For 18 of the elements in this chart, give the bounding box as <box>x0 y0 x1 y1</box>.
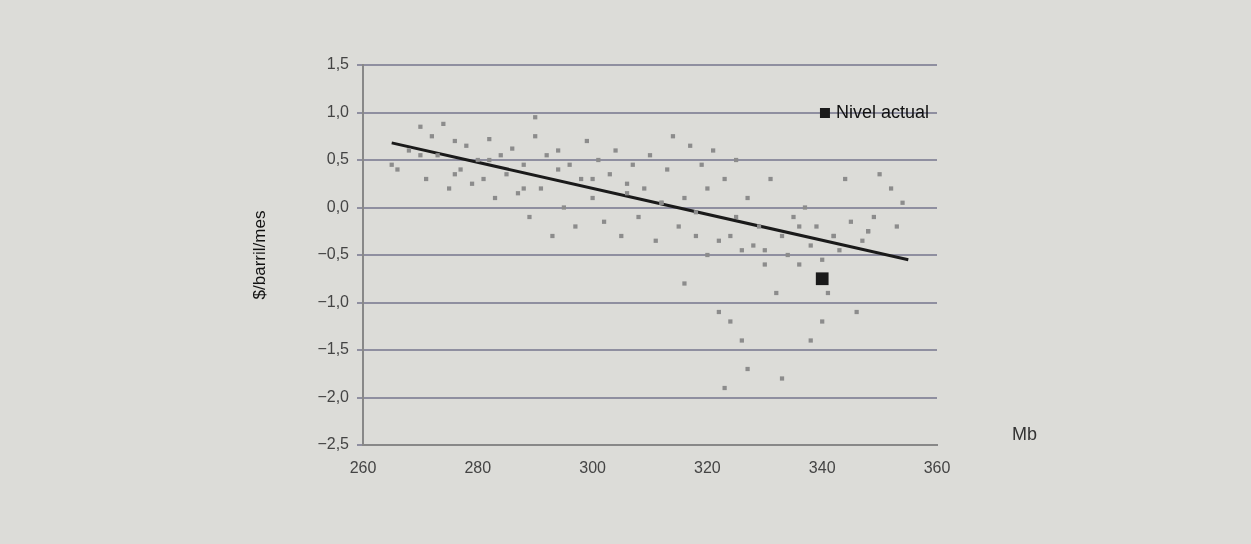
y-tick-label: 0,5 <box>326 150 350 168</box>
y-tick-label: −2,0 <box>317 387 350 405</box>
y-tick-label: −2,5 <box>317 435 350 453</box>
y-axis-title: $/barril/mes <box>249 210 269 300</box>
x-axis-title: Mb <box>1012 423 1038 444</box>
y-tick-label: 0,0 <box>326 197 350 215</box>
x-tick-label: 320 <box>694 459 721 477</box>
x-tick-label: 260 <box>349 459 377 477</box>
x-tick-label: 280 <box>464 459 492 477</box>
y-tick-label: −1,5 <box>317 340 350 358</box>
y-tick-label: 1,5 <box>326 55 350 73</box>
x-tick-label: 360 <box>923 459 951 477</box>
x-tick-label: 300 <box>579 459 607 477</box>
y-tick-label: −0,5 <box>317 245 350 263</box>
y-tick-label: −1,0 <box>317 292 350 310</box>
legend-label: Nivel actual <box>835 101 930 122</box>
y-tick-label: 1,0 <box>326 102 350 120</box>
x-tick-label: 340 <box>808 459 836 477</box>
